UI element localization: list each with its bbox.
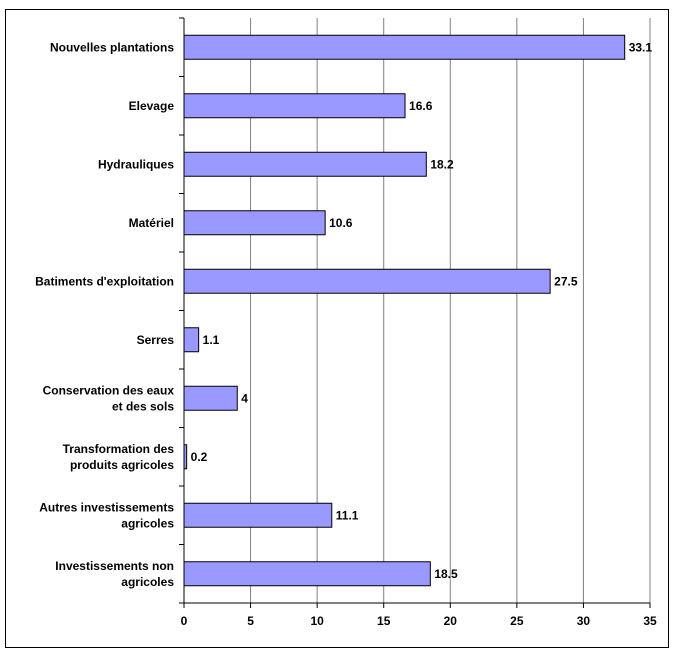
bar-6 bbox=[183, 385, 238, 411]
bar-0 bbox=[183, 34, 626, 60]
bar-9 bbox=[183, 561, 431, 587]
category-label-7: Transformation des produits agricoles bbox=[63, 442, 175, 472]
category-label-0: Nouvelles plantations bbox=[50, 40, 174, 54]
data-label-8: 11.1 bbox=[336, 508, 359, 522]
x-tick-label-4: 20 bbox=[444, 614, 458, 628]
x-tick-label-1: 5 bbox=[247, 614, 254, 628]
x-tick-label-3: 15 bbox=[377, 614, 391, 628]
category-label-5: Serres bbox=[137, 333, 175, 347]
data-label-2: 18.2 bbox=[430, 157, 454, 171]
axes bbox=[179, 17, 651, 608]
category-label-1: Elevage bbox=[129, 99, 175, 113]
data-label-0: 33.1 bbox=[629, 40, 653, 54]
bar-2 bbox=[183, 151, 427, 177]
category-label-2: Hydrauliques bbox=[98, 157, 174, 171]
category-label-8: Autres investissements agricoles bbox=[39, 500, 174, 530]
x-tick-label-2: 10 bbox=[310, 614, 324, 628]
bar-4 bbox=[183, 268, 551, 294]
bars bbox=[183, 34, 626, 587]
bar-5 bbox=[183, 327, 200, 353]
x-tick-label-6: 30 bbox=[577, 614, 591, 628]
category-label-6: Conservation des eaux et des sols bbox=[43, 383, 175, 413]
x-tick-label-7: 35 bbox=[643, 614, 657, 628]
bar-8 bbox=[183, 502, 333, 528]
data-label-7: 0.2 bbox=[191, 450, 208, 464]
data-labels: 33.1 16.6 18.2 10.6 27.5 1.1 4 0.2 11.1 18.5 bbox=[191, 40, 653, 581]
data-label-5: 1.1 bbox=[203, 333, 220, 347]
x-tick-label-0: 0 bbox=[181, 614, 188, 628]
bar-3 bbox=[183, 210, 326, 236]
data-label-4: 27.5 bbox=[554, 274, 578, 288]
data-label-1: 16.6 bbox=[409, 99, 433, 113]
category-label-3: Matériel bbox=[129, 216, 174, 230]
data-label-6: 4 bbox=[241, 391, 248, 405]
data-label-9: 18.5 bbox=[434, 567, 458, 581]
x-tick-label-5: 25 bbox=[510, 614, 524, 628]
category-label-4: Batiments d'exploitation bbox=[35, 274, 174, 288]
data-label-3: 10.6 bbox=[329, 216, 353, 230]
category-label-9: Investissements non agricoles bbox=[55, 559, 174, 589]
category-labels: Nouvelles plantations Elevage Hydrauliques… bbox=[35, 40, 174, 589]
bar-1 bbox=[183, 93, 406, 119]
tick-labels: 0 5 10 15 20 25 30 35 bbox=[181, 614, 657, 628]
